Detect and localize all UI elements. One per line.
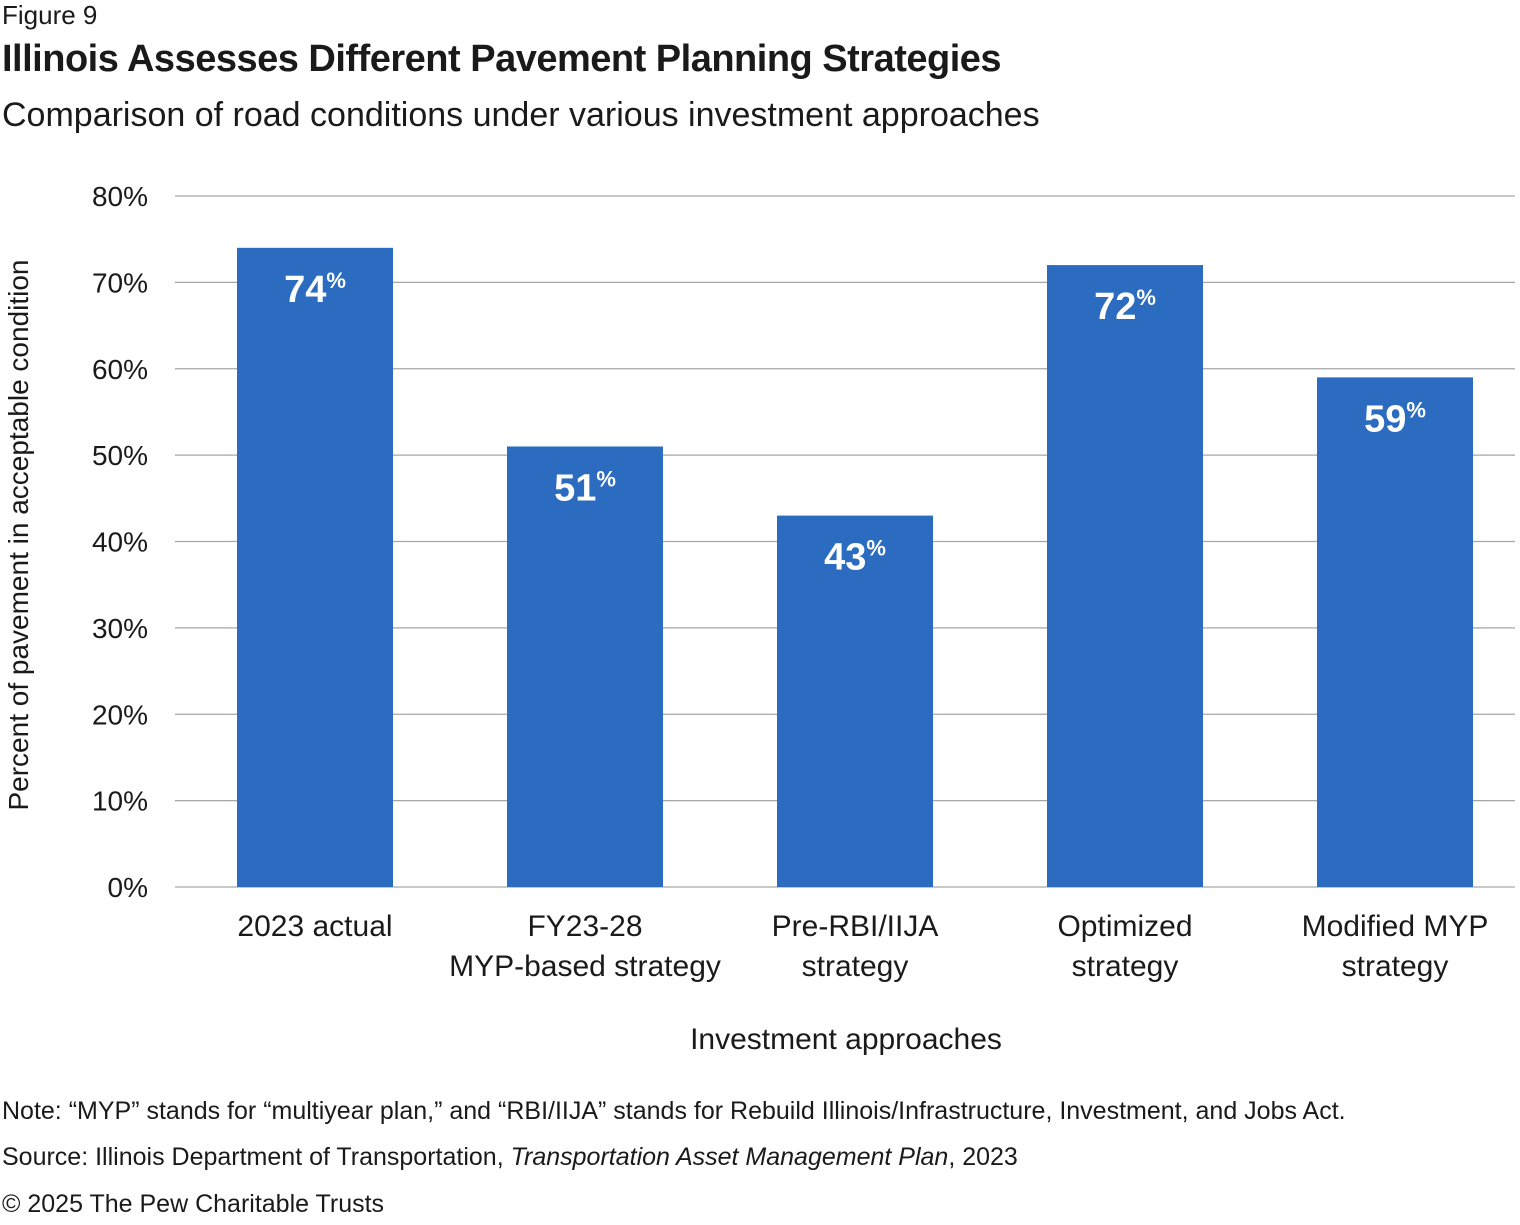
y-tick-label: 20% (92, 699, 148, 730)
source-title: Transportation Asset Management Plan (510, 1143, 949, 1171)
y-axis-label: Percent of pavement in acceptable condit… (3, 259, 34, 810)
x-tick-label: Modified MYP strategy (1302, 910, 1489, 983)
source-line: Source: Illinois Department of Transport… (2, 1143, 1018, 1172)
y-tick-label: 30% (92, 613, 148, 644)
bar-value-suffix: % (866, 536, 886, 561)
footnote: Note: “MYP” stands for “multiyear plan,”… (2, 1097, 1346, 1125)
copyright: © 2025 The Pew Charitable Trusts (2, 1190, 385, 1218)
bar-chart: 0% 10% 20% 30% 40% 50% 60% 70% 80% 74%51%43%72%5… (3, 181, 1515, 1056)
bar (507, 446, 663, 887)
x-tick-label: Optimized strategy (1057, 910, 1192, 983)
x-tick-label-line: MYP-based strategy (449, 950, 721, 983)
bar-value-suffix: % (326, 268, 346, 293)
y-tick-label: 80% (92, 181, 148, 212)
y-tick-label: 60% (92, 354, 148, 385)
y-tick-label: 70% (92, 267, 148, 298)
source-suffix: , 2023 (948, 1143, 1018, 1171)
x-axis-label: Investment approaches (690, 1023, 1002, 1056)
x-tick-label-line: strategy (802, 950, 909, 983)
y-tick-label: 50% (92, 440, 148, 471)
bar-value-suffix: % (1406, 397, 1426, 422)
x-tick-label-line: FY23-28 (527, 910, 642, 943)
source-prefix: Source: Illinois Department of Transport… (2, 1143, 511, 1171)
x-tick-label: FY23-28 MYP-based strategy (449, 910, 721, 983)
y-axis-ticks: 0% 10% 20% 30% 40% 50% 60% 70% 80% (92, 181, 148, 903)
x-axis-labels: 2023 actual FY23-28 MYP-based strategy Pre-… (237, 910, 1488, 983)
x-tick-label-line: Modified MYP (1302, 910, 1489, 943)
x-tick-label-line: Pre-RBI/IIJA (772, 910, 939, 943)
bar-value-suffix: % (596, 466, 616, 491)
chart-subtitle: Comparison of road conditions under vari… (2, 96, 1040, 134)
bar (777, 515, 933, 887)
x-tick-label: 2023 actual (237, 910, 392, 943)
y-tick-label: 40% (92, 527, 148, 558)
x-tick-label-line: Optimized (1057, 910, 1192, 943)
bar (237, 247, 393, 887)
bars: 74%51%43%72%59% (237, 247, 1473, 888)
chart-title: Illinois Assesses Different Pavement Pla… (2, 38, 1002, 80)
x-tick-label: Pre-RBI/IIJA strategy (772, 910, 939, 983)
bar-value-suffix: % (1136, 285, 1156, 310)
y-tick-label: 10% (92, 786, 148, 817)
x-tick-label-line: strategy (1342, 950, 1449, 983)
y-tick-label: 0% (108, 872, 148, 903)
x-tick-label-line: 2023 actual (237, 910, 392, 943)
bar (1317, 377, 1473, 887)
figure-label: Figure 9 (2, 0, 98, 30)
x-tick-label-line: strategy (1072, 950, 1179, 983)
bar (1047, 265, 1203, 888)
